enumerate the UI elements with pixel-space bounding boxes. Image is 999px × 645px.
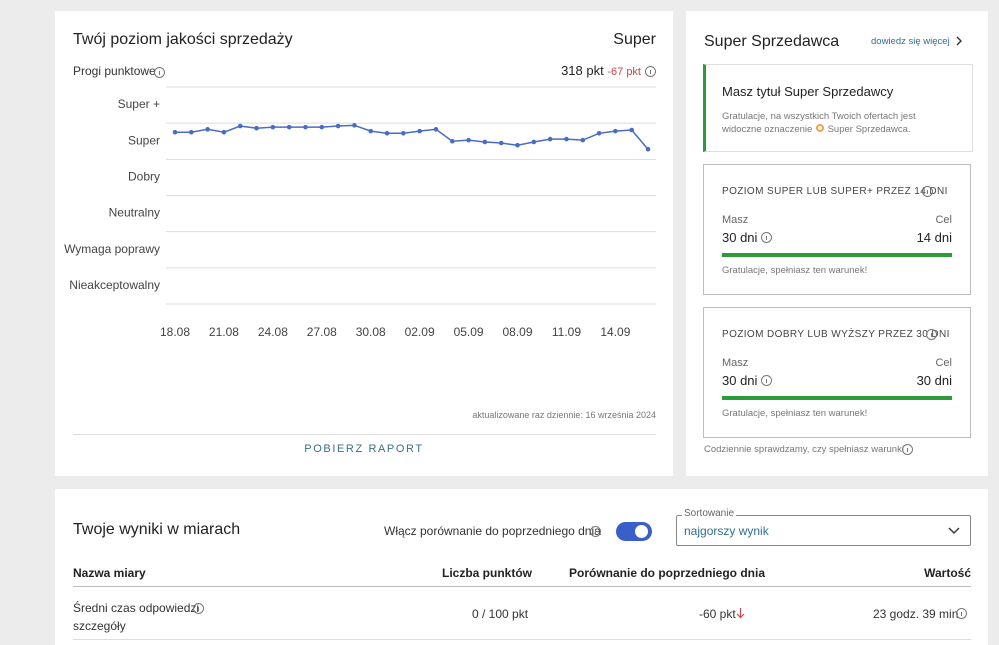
sort-select[interactable]: Sortowanie najgorszy wynik xyxy=(676,508,971,546)
down-arrow xyxy=(736,608,745,619)
row-value: 23 godz. 39 min xyxy=(873,607,959,621)
header-cell: Nazwa miary xyxy=(73,566,146,580)
compare-toggle-label: Włącz porównanie do poprzedniego dnia xyxy=(384,524,601,538)
progress-bar xyxy=(722,396,952,400)
header-cell: Wartość xyxy=(924,566,971,580)
goal-value: 14 dni xyxy=(916,230,952,245)
sort-label: Sortowanie xyxy=(682,508,737,519)
info-icon[interactable] xyxy=(193,603,204,614)
info-icon[interactable] xyxy=(902,444,913,455)
quality-title: Twój poziom jakości sprzedaży xyxy=(73,31,293,48)
row-compare: -60 pkt xyxy=(699,607,736,621)
status-text: Gratulacje, na wszystkich Twoich ofertac… xyxy=(722,110,932,136)
row-points: 0 / 100 pkt xyxy=(472,607,529,621)
quality-level: Super xyxy=(613,31,656,48)
status-text-body: Gratulacje, na wszystkich Twoich ofertac… xyxy=(722,111,916,135)
footer-note: Codziennie sprawdzamy, czy spełniasz war… xyxy=(704,444,904,455)
row-name: Średni czas odpowiedzi xyxy=(73,601,200,615)
super-seller-title: Super Sprzedawca xyxy=(704,33,840,50)
status-title: Masz tytuł Super Sprzedawcy xyxy=(722,84,894,99)
compare-toggle[interactable] xyxy=(616,522,652,541)
goal-label: Cel xyxy=(935,214,952,226)
download-report[interactable]: POBIERZ RAPORT xyxy=(304,443,424,455)
info-icon[interactable] xyxy=(956,608,967,619)
row-link[interactable]: szczegóły xyxy=(73,619,126,633)
condition-note: Gratulacje, spełniasz ten warunek! xyxy=(722,265,868,276)
points-change: -67 pkt xyxy=(607,66,641,78)
quality-card: Twój poziom jakości sprzedaży Super Prog… xyxy=(55,11,673,476)
progress-bar xyxy=(722,253,952,257)
goal-label: Cel xyxy=(935,357,952,369)
have-label: Masz xyxy=(722,357,749,369)
badge-icon xyxy=(815,124,824,132)
info-icon[interactable] xyxy=(761,232,772,243)
divider xyxy=(73,586,971,587)
info-icon[interactable] xyxy=(761,375,772,386)
condition-title: POZIOM DOBRY LUB WYŻSZY PRZEZ 30 DNI xyxy=(722,329,950,340)
condition-note: Gratulacje, spełniasz ten warunek! xyxy=(722,408,868,419)
header-cell: Liczba punktów xyxy=(442,566,532,580)
condition-title: POZIOM SUPER LUB SUPER+ PRZEZ 14 DNI xyxy=(722,186,948,197)
super-seller-card: Super Sprzedawca dowiedz się więcej Masz… xyxy=(686,11,988,476)
info-icon[interactable] xyxy=(922,186,933,197)
thresholds-label: Progi punktowe xyxy=(73,64,156,78)
have-label: Masz xyxy=(722,214,749,226)
updated-note: aktualizowane raz dziennie: 16 września … xyxy=(472,410,656,420)
info-icon[interactable] xyxy=(926,329,937,340)
condition-box: POZIOM DOBRY LUB WYŻSZY PRZEZ 30 DNI Mas… xyxy=(703,307,971,438)
points: 318 pkt xyxy=(561,63,604,78)
dropdown-arrow xyxy=(948,527,960,534)
status-box: Masz tytuł Super Sprzedawcy Gratulacje, … xyxy=(703,64,973,152)
points-block: 318 pkt -67 pkt xyxy=(561,63,641,78)
info-icon[interactable] xyxy=(645,66,656,77)
status-badge: Super Sprzedawca. xyxy=(827,124,911,135)
condition-box: POZIOM SUPER LUB SUPER+ PRZEZ 14 DNI Mas… xyxy=(703,164,971,295)
have-value: 30 dni xyxy=(722,373,758,388)
more-link[interactable]: dowiedz się więcej xyxy=(871,36,950,47)
sort-value: najgorszy wynik xyxy=(684,524,769,538)
divider xyxy=(73,639,971,640)
header-cell: Porównanie do poprzedniego dnia xyxy=(569,566,766,580)
info-icon[interactable] xyxy=(154,67,165,78)
results-card: Twoje wyniki w miarach Włącz porównanie … xyxy=(55,489,988,645)
results-title: Twoje wyniki w miarach xyxy=(73,521,241,538)
have-value: 30 dni xyxy=(722,230,758,245)
info-icon[interactable] xyxy=(590,526,601,537)
chevron xyxy=(956,36,962,46)
toggle-knob xyxy=(635,525,648,538)
divider xyxy=(73,434,656,435)
goal-value: 30 dni xyxy=(916,373,952,388)
